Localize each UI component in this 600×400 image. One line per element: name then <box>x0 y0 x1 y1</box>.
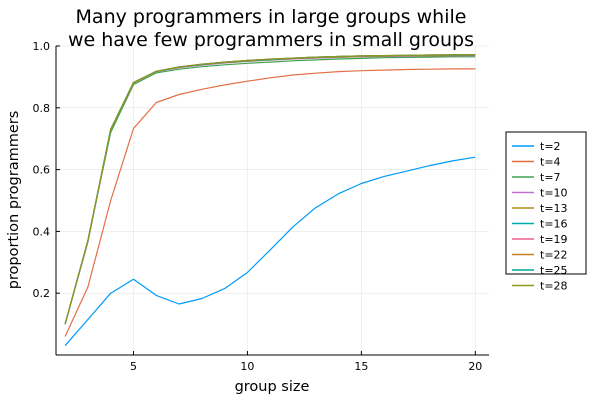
y-tick-label: 0.8 <box>33 102 51 115</box>
y-tick-label: 0.2 <box>33 287 51 300</box>
series-line-t-2 <box>64 156 476 347</box>
legend-box <box>505 131 587 275</box>
legend-label: t=13 <box>540 202 568 215</box>
x-tick-label: 15 <box>354 360 368 373</box>
series-line-t-28 <box>64 54 476 325</box>
y-tick-label: 1.0 <box>33 40 51 53</box>
grid-lines <box>56 45 489 355</box>
y-axis-label: proportion programmers <box>6 111 22 290</box>
series-line-t-4 <box>64 68 476 337</box>
y-tick-label: 0.6 <box>33 164 51 177</box>
legend-label: t=19 <box>540 233 568 246</box>
legend-label: t=10 <box>540 187 568 200</box>
legend-label: t=25 <box>540 264 568 277</box>
legend-label: t=2 <box>540 140 561 153</box>
legend: t=2 t=4 t=7 t=10 t=13 t=16 t=19 t=22 t=25 t=28 <box>505 131 587 293</box>
legend-label: t=22 <box>540 249 568 262</box>
x-axis-label: group size <box>235 379 310 395</box>
legend-label: t=7 <box>540 171 561 184</box>
series-line-t-7 <box>64 56 476 325</box>
y-tick-label: 0.4 <box>33 225 51 238</box>
legend-label: t=16 <box>540 218 568 231</box>
x-tick-label: 10 <box>240 360 254 373</box>
legend-label: t=28 <box>540 280 568 293</box>
x-tick-label: 20 <box>468 360 482 373</box>
tick-labels: 5 10 15 20 0.2 0.4 0.6 0.8 1.0 <box>33 40 483 373</box>
x-tick-label: 5 <box>130 360 137 373</box>
plot-axes <box>55 45 489 356</box>
series-lines <box>64 54 476 347</box>
legend-label: t=4 <box>540 156 561 169</box>
chart-title-line-1: Many programmers in large groups while <box>76 6 467 28</box>
chart-title-line-2: we have few programmers in small groups <box>68 29 474 51</box>
